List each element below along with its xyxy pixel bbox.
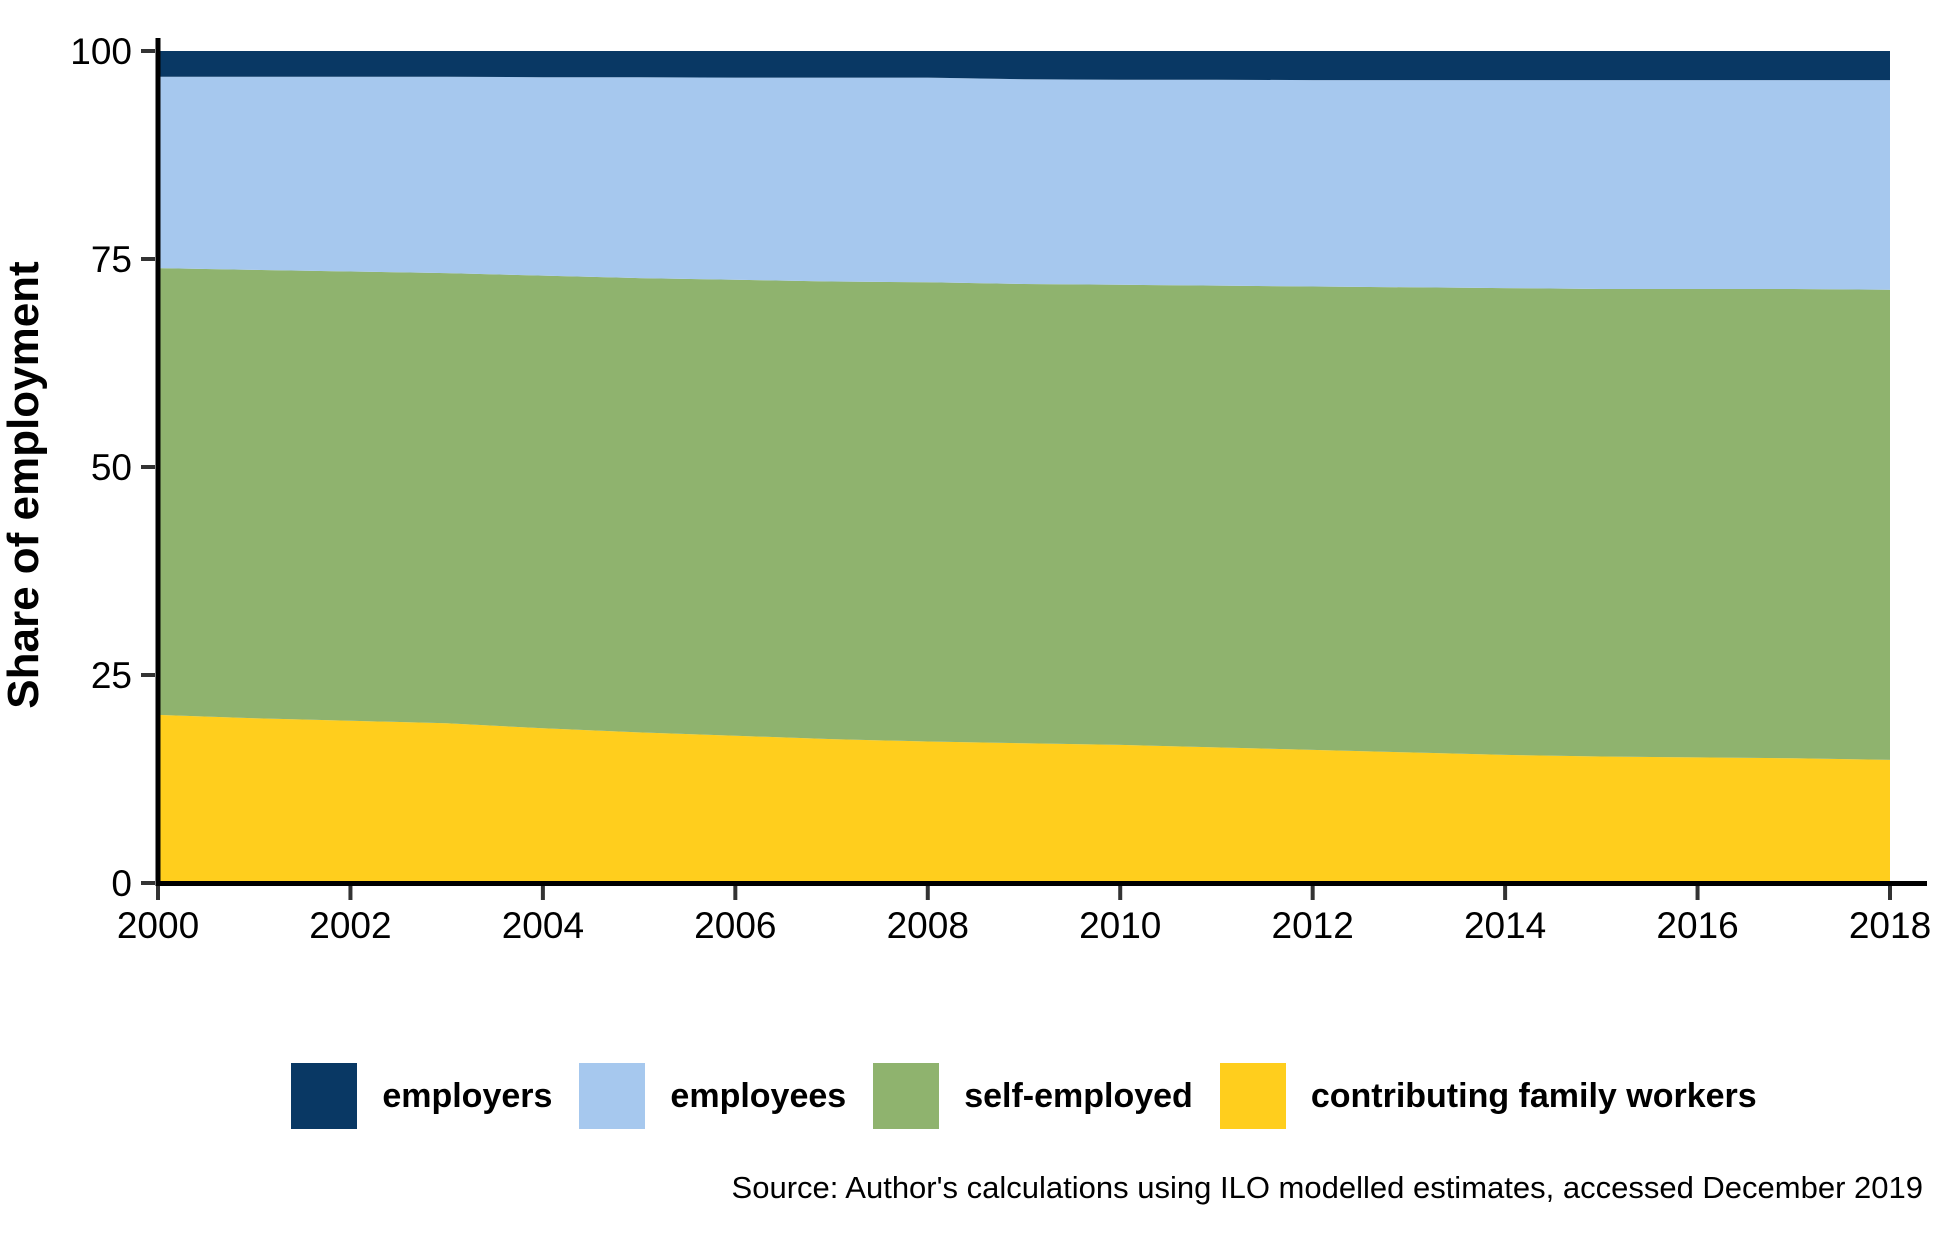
legend-item-self-employed: self-employed: [873, 1063, 1193, 1129]
legend-label-employees: employees: [670, 1076, 847, 1115]
x-tick-label: 2016: [1656, 905, 1738, 946]
legend: employers employees self-employed contri…: [158, 1060, 1890, 1132]
legend-item-employers: employers: [291, 1063, 552, 1129]
x-tick-label: 2008: [887, 905, 969, 946]
legend-swatch-employers: [291, 1063, 358, 1129]
x-tick-label: 2006: [694, 905, 776, 946]
area-employers: [158, 51, 1890, 81]
area-contributing-family-workers: [158, 714, 1890, 883]
x-tick-label: 2014: [1464, 905, 1546, 946]
chart-areas: [158, 51, 1890, 883]
y-axis-title: Share of employment: [0, 261, 48, 709]
legend-label-contributing-family-workers: contributing family workers: [1310, 1076, 1757, 1115]
area-self-employed: [158, 268, 1890, 760]
legend-swatch-self-employed: [873, 1063, 940, 1129]
legend-swatch-employees: [579, 1063, 646, 1129]
x-tick-label: 2010: [1079, 905, 1161, 946]
legend-item-employees: employees: [579, 1063, 846, 1129]
y-tick-label: 50: [91, 447, 132, 488]
x-tick-label: 2004: [502, 905, 584, 946]
y-tick-label: 0: [111, 863, 132, 904]
y-tick-label: 75: [91, 239, 132, 280]
y-tick-label: 25: [91, 655, 132, 696]
chart-tick-labels: 0 25 50 75 100 2000 2002 2004 2006 2008 2010 2012 20…: [70, 31, 1931, 946]
legend-swatch-contributing-family-workers: [1219, 1063, 1286, 1129]
x-tick-label: 2002: [309, 905, 391, 946]
area-employees: [158, 76, 1890, 290]
legend-label-employers: employers: [382, 1076, 553, 1115]
legend-item-contributing-family-workers: contributing family workers: [1219, 1063, 1757, 1129]
source-note: Source: Author's calculations using ILO …: [731, 1170, 1923, 1205]
x-tick-label: 2000: [117, 905, 199, 946]
legend-label-self-employed: self-employed: [964, 1076, 1193, 1115]
chart-axes: [141, 38, 1927, 900]
y-tick-label: 100: [70, 31, 132, 72]
x-tick-label: 2012: [1272, 905, 1354, 946]
x-tick-label: 2018: [1849, 905, 1931, 946]
